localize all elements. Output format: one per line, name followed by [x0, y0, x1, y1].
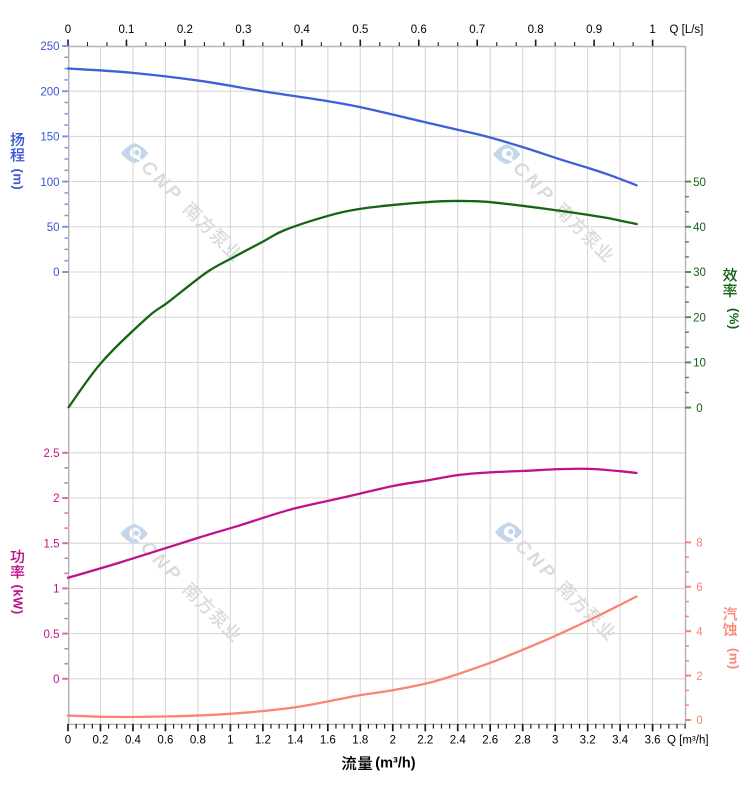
- svg-text:2: 2: [390, 735, 396, 747]
- svg-text:40: 40: [693, 222, 706, 234]
- svg-text:1: 1: [53, 584, 59, 596]
- svg-text:1.5: 1.5: [44, 538, 60, 550]
- svg-text:(kW): (kW): [11, 585, 26, 615]
- svg-text:0: 0: [53, 674, 59, 686]
- svg-text:1.6: 1.6: [320, 735, 336, 747]
- svg-text:2.6: 2.6: [482, 735, 498, 747]
- svg-text:3: 3: [552, 735, 558, 747]
- svg-text:3.6: 3.6: [645, 735, 661, 747]
- svg-text:0: 0: [696, 403, 702, 415]
- svg-text:0: 0: [53, 267, 59, 279]
- svg-text:0.7: 0.7: [469, 24, 485, 36]
- svg-text:50: 50: [47, 222, 60, 234]
- svg-text:0.5: 0.5: [352, 24, 368, 36]
- svg-text:0.2: 0.2: [177, 24, 193, 36]
- svg-text:1.2: 1.2: [255, 735, 271, 747]
- svg-text:0.8: 0.8: [528, 24, 544, 36]
- svg-text:2.8: 2.8: [515, 735, 531, 747]
- svg-text:8: 8: [696, 538, 702, 550]
- svg-text:1: 1: [649, 24, 655, 36]
- svg-text:(m): (m): [11, 169, 26, 191]
- svg-text:0.4: 0.4: [125, 735, 142, 747]
- svg-text:0.6: 0.6: [157, 735, 173, 747]
- svg-text:1.4: 1.4: [287, 735, 304, 747]
- svg-text:2.2: 2.2: [417, 735, 433, 747]
- svg-text:2.4: 2.4: [450, 735, 467, 747]
- svg-text:150: 150: [40, 132, 59, 144]
- svg-text:1: 1: [227, 735, 233, 747]
- svg-text:0.3: 0.3: [235, 24, 251, 36]
- svg-text:(m): (m): [727, 648, 742, 670]
- svg-text:2: 2: [53, 493, 59, 505]
- svg-text:0.4: 0.4: [294, 24, 311, 36]
- svg-text:20: 20: [693, 312, 706, 324]
- svg-text:0.9: 0.9: [586, 24, 602, 36]
- svg-text:250: 250: [40, 41, 59, 53]
- svg-text:30: 30: [693, 267, 706, 279]
- svg-text:2: 2: [696, 671, 702, 683]
- svg-text:10: 10: [693, 358, 706, 370]
- svg-text:2.5: 2.5: [44, 448, 60, 460]
- svg-text:Q [m³/h]: Q [m³/h]: [667, 735, 709, 747]
- svg-text:0.5: 0.5: [44, 629, 60, 641]
- svg-text:6: 6: [696, 582, 702, 594]
- svg-text:0.1: 0.1: [118, 24, 134, 36]
- svg-text:0: 0: [65, 24, 71, 36]
- svg-text:0: 0: [65, 735, 71, 747]
- svg-text:(%): (%): [727, 308, 742, 330]
- svg-text:Q [L/s]: Q [L/s]: [670, 24, 704, 36]
- svg-text:0.6: 0.6: [411, 24, 427, 36]
- svg-text:0: 0: [696, 715, 702, 727]
- svg-text:3.4: 3.4: [612, 735, 629, 747]
- svg-text:(m³/h): (m³/h): [375, 756, 415, 772]
- svg-text:100: 100: [40, 177, 59, 189]
- svg-text:4: 4: [696, 626, 703, 638]
- svg-text:0.8: 0.8: [190, 735, 206, 747]
- svg-text:200: 200: [40, 86, 59, 98]
- svg-text:0.2: 0.2: [92, 735, 108, 747]
- svg-text:50: 50: [693, 177, 706, 189]
- svg-text:1.8: 1.8: [352, 735, 368, 747]
- svg-text:3.2: 3.2: [580, 735, 596, 747]
